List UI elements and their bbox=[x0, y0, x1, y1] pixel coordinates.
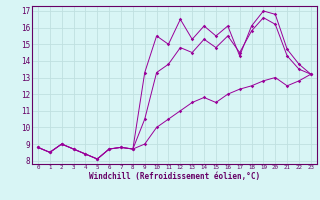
X-axis label: Windchill (Refroidissement éolien,°C): Windchill (Refroidissement éolien,°C) bbox=[89, 172, 260, 181]
